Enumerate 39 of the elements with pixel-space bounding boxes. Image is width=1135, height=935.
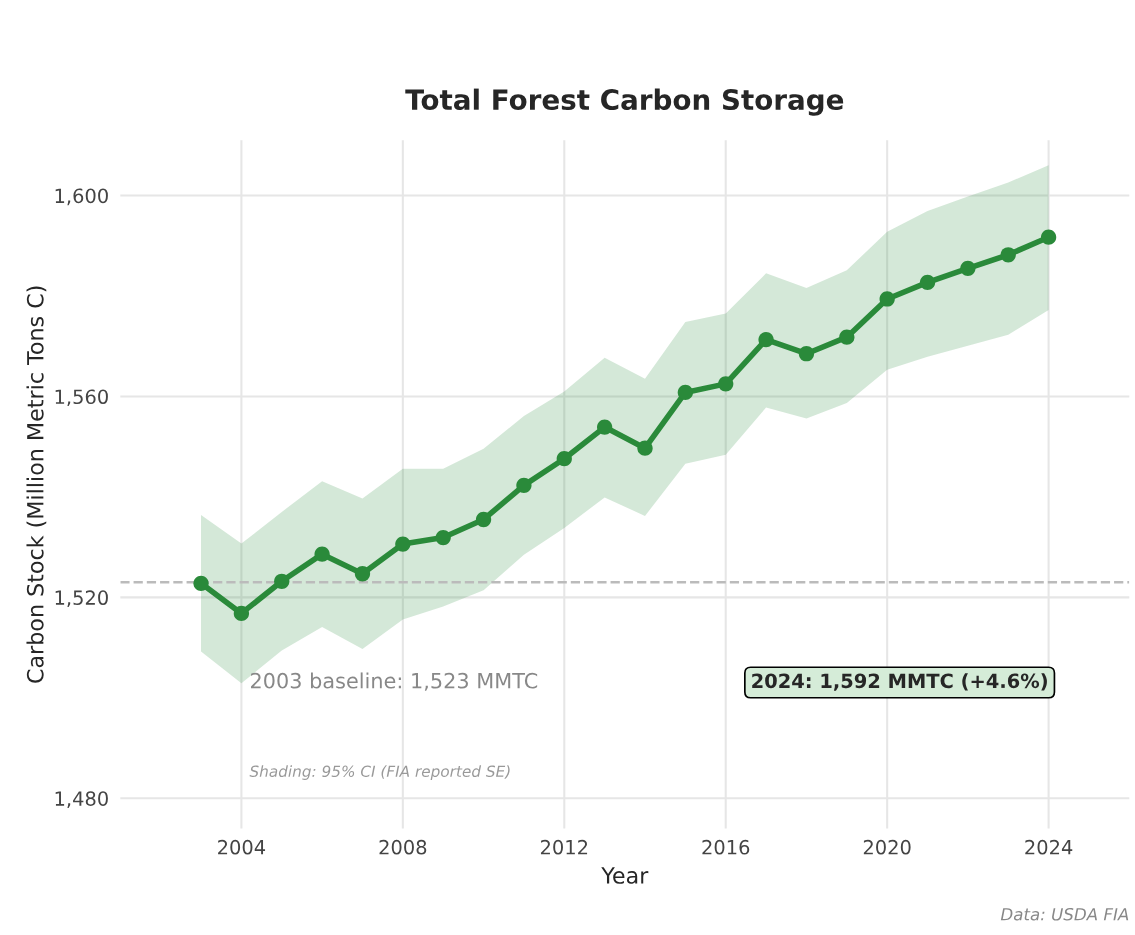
point — [758, 332, 774, 348]
point — [1000, 247, 1016, 263]
point — [435, 529, 451, 546]
x-tick-label: 2020 — [863, 839, 911, 855]
point — [919, 274, 936, 291]
y-tick-label: 1,600 — [55, 188, 108, 206]
y-axis-title: Carbon Stock (Million Metric Tons C) — [26, 286, 47, 683]
point — [193, 575, 209, 591]
y-tick-label: 1,520 — [55, 590, 108, 607]
point — [879, 291, 895, 307]
point — [274, 573, 290, 589]
point — [395, 536, 411, 552]
x-tick-label: 2004 — [218, 839, 266, 855]
point — [960, 260, 976, 276]
chart-title: Total Forest Carbon Storage — [405, 88, 844, 116]
annotation: 2003 baseline: 1,523 MMTC — [250, 672, 538, 691]
y-tick-label: 1,480 — [55, 791, 108, 808]
point — [516, 477, 532, 493]
x-tick-label: 2016 — [702, 839, 750, 855]
point — [637, 440, 653, 456]
x-axis-title: Year — [601, 867, 649, 884]
point — [839, 329, 855, 345]
point — [718, 376, 734, 392]
point — [354, 566, 371, 582]
point — [597, 419, 613, 435]
annotation: Shading: 95% CI (FIA reported SE) — [249, 765, 510, 780]
annotation: 2024: 1,592 MMTC (+4.6%) — [752, 673, 1047, 691]
x-tick-label: 2024 — [1025, 839, 1073, 855]
x-tick-label: 2012 — [540, 839, 588, 855]
point — [475, 511, 492, 528]
point — [1040, 229, 1057, 245]
y-tick-label: 1,560 — [55, 389, 108, 407]
text: Data: USDA FIA — [1000, 907, 1129, 921]
point — [556, 451, 572, 467]
point — [677, 384, 693, 401]
point — [314, 546, 330, 562]
point — [233, 605, 250, 622]
point — [798, 346, 815, 362]
x-tick-label: 2008 — [379, 839, 427, 855]
